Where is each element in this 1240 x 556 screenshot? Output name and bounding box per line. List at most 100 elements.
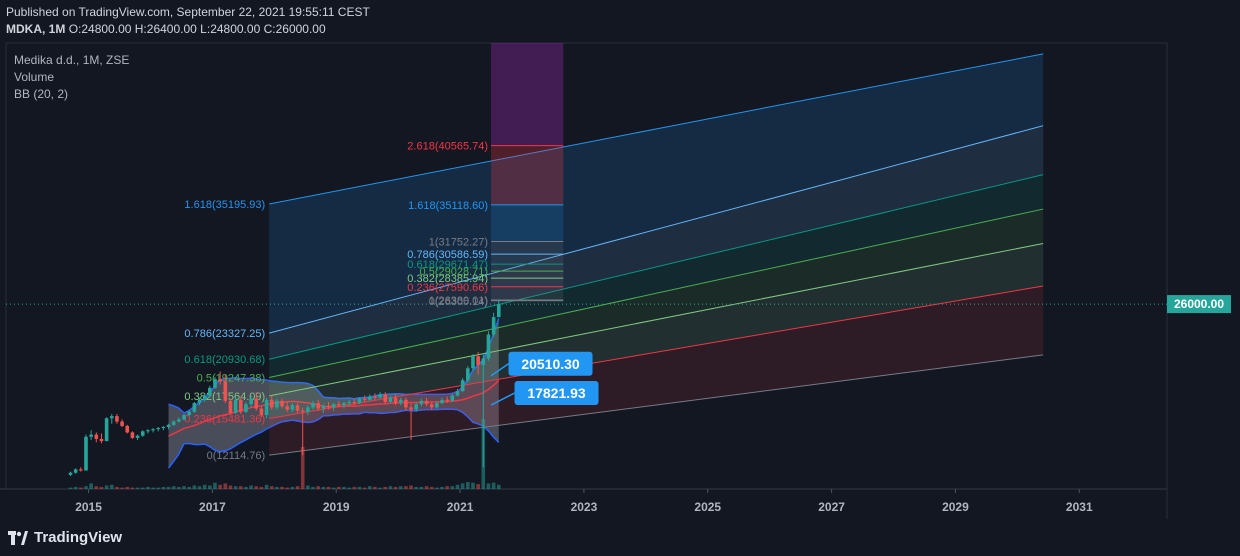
candle: [429, 401, 434, 410]
candle-body: [130, 432, 135, 438]
fib-channel-fill-1: [269, 125, 1044, 360]
candle: [445, 396, 449, 404]
open-label: O:: [68, 22, 82, 36]
candle: [460, 378, 465, 393]
candle: [378, 392, 382, 399]
fib-level-label-7: 0.236(27590.66): [407, 282, 488, 294]
volume-bar: [120, 487, 124, 489]
published-text: Published on TradingView.com, September …: [6, 5, 370, 19]
low-value: 24800.00: [210, 22, 261, 36]
candle-body: [383, 394, 388, 402]
volume-bar: [445, 486, 449, 489]
candle-body: [300, 410, 305, 412]
candle-body: [228, 400, 233, 413]
fib-zone-top: [491, 43, 564, 146]
volume-bar: [275, 486, 279, 489]
tradingview-logo[interactable]: TradingView: [8, 529, 122, 546]
volume-bar: [182, 486, 186, 489]
legend-title[interactable]: Medika d.d., 1M, ZSE: [14, 53, 130, 67]
candle-body: [471, 356, 475, 369]
candle-body: [213, 379, 217, 388]
candle: [424, 397, 429, 407]
candle-body: [398, 399, 403, 404]
candle-body: [481, 358, 486, 365]
fib-channel-label-0: 1.618(35195.93): [184, 199, 265, 211]
fib-channel-label-1: 0.786(23327.25): [184, 328, 265, 340]
candle-body: [491, 317, 496, 335]
volume-bar: [409, 485, 413, 489]
candle-body: [316, 403, 320, 409]
volume-bar: [326, 486, 331, 489]
volume-bar: [223, 483, 228, 489]
candle-body: [244, 404, 248, 412]
candle: [130, 431, 135, 439]
volume-bar: [208, 485, 212, 489]
candle: [455, 388, 460, 397]
volume-bar: [352, 486, 357, 489]
candle: [342, 401, 346, 409]
candle-body: [79, 469, 83, 471]
volume-bar: [146, 486, 150, 489]
volume-bar: [306, 485, 310, 489]
volume-bar: [213, 482, 217, 489]
candle: [146, 429, 150, 434]
fib-level-label-2: 1(31752.27): [429, 236, 488, 248]
candle-body: [104, 418, 109, 442]
candle: [115, 413, 119, 424]
candle: [383, 392, 388, 405]
high-value: 26400.00: [146, 22, 197, 36]
legend-volume[interactable]: Volume: [14, 70, 55, 84]
candle-body: [404, 399, 408, 408]
volume-bar: [491, 482, 496, 489]
volume-bar: [218, 484, 222, 489]
candle: [238, 396, 243, 414]
candle: [491, 312, 496, 337]
candle-body: [373, 396, 377, 398]
fib-level-label-1: 1.618(35118.60): [408, 200, 488, 212]
callout-box-1: [514, 381, 599, 406]
x-tick-label-2: 2019: [323, 500, 350, 514]
volume-bar: [73, 486, 78, 489]
candle: [352, 398, 357, 406]
fib-channel-line-5: [269, 285, 1044, 419]
candle-body: [280, 400, 284, 407]
candle: [166, 423, 171, 430]
candle-body: [275, 400, 279, 408]
candle-body: [435, 403, 439, 408]
candle: [233, 397, 238, 414]
candle-body: [254, 398, 259, 409]
volume-bar: [496, 484, 501, 489]
x-tick-label-7: 2029: [942, 500, 969, 514]
fib-channel-label-3: 0.5(19247.38): [197, 373, 266, 385]
volume-bar: [99, 486, 104, 489]
volume-bar: [424, 486, 429, 489]
volume-bar: [84, 486, 88, 489]
candle-body: [146, 430, 150, 432]
volume-bar: [264, 484, 269, 489]
volume-bar: [347, 487, 351, 489]
volume-bar: [435, 487, 439, 489]
volume-bar: [202, 484, 207, 489]
candle-body: [73, 469, 78, 473]
volume-bar: [290, 486, 295, 489]
fib-channel-line-2: [269, 174, 1044, 360]
volume-bar: [367, 486, 372, 489]
volume-bar: [295, 486, 300, 489]
volume-bar: [238, 486, 243, 489]
candle-body: [89, 434, 93, 437]
volume-bar: [440, 486, 444, 489]
candle-body: [393, 397, 398, 404]
candle: [151, 428, 155, 433]
volume-bar: [466, 482, 470, 489]
candle-body: [192, 403, 197, 412]
volume-bar: [455, 484, 460, 489]
candle-body: [202, 395, 207, 400]
volume-bar: [115, 486, 119, 489]
volume-bar: [244, 486, 248, 489]
legend-bb[interactable]: BB (20, 2): [14, 87, 69, 101]
candle: [357, 397, 362, 405]
candle: [331, 403, 336, 411]
candle-body: [238, 399, 243, 412]
candle: [295, 403, 300, 413]
